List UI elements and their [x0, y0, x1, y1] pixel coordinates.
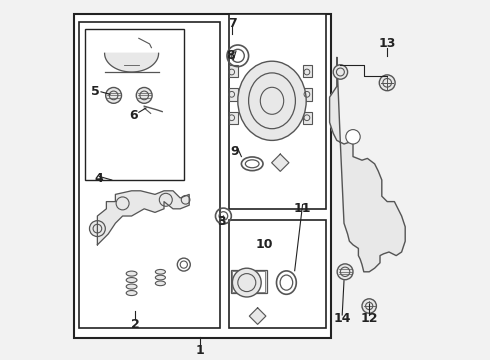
Text: 11: 11 — [294, 202, 311, 215]
Text: 3: 3 — [217, 215, 226, 228]
Circle shape — [136, 87, 152, 103]
Bar — [229, 14, 326, 209]
Circle shape — [116, 197, 129, 210]
Circle shape — [346, 130, 360, 144]
Polygon shape — [249, 308, 266, 324]
Text: 10: 10 — [256, 238, 273, 251]
Ellipse shape — [155, 275, 166, 280]
Polygon shape — [330, 58, 405, 272]
Polygon shape — [104, 53, 159, 72]
Circle shape — [232, 268, 261, 297]
Circle shape — [90, 221, 105, 237]
Polygon shape — [271, 154, 289, 171]
Bar — [303, 65, 312, 77]
Polygon shape — [98, 191, 189, 245]
Bar — [79, 22, 220, 328]
Bar — [231, 270, 267, 293]
Text: 12: 12 — [361, 312, 378, 325]
Circle shape — [333, 65, 347, 79]
Ellipse shape — [238, 61, 306, 140]
Ellipse shape — [126, 278, 137, 283]
Text: 5: 5 — [91, 85, 100, 98]
Text: 1: 1 — [196, 345, 204, 357]
Circle shape — [362, 299, 376, 313]
Circle shape — [106, 87, 122, 103]
Bar — [229, 88, 238, 101]
Ellipse shape — [155, 281, 166, 286]
Bar — [74, 14, 331, 338]
Text: 7: 7 — [228, 17, 237, 30]
Bar — [232, 271, 265, 292]
Ellipse shape — [126, 271, 137, 276]
Text: 13: 13 — [378, 37, 396, 50]
Text: 8: 8 — [226, 49, 235, 62]
Bar — [303, 88, 312, 101]
Ellipse shape — [126, 291, 137, 296]
Circle shape — [337, 264, 353, 280]
Text: 14: 14 — [334, 312, 351, 325]
Bar — [229, 220, 326, 328]
Text: 6: 6 — [129, 109, 138, 122]
Bar — [229, 65, 238, 77]
Text: 2: 2 — [131, 318, 140, 330]
Text: 4: 4 — [95, 172, 103, 185]
Bar — [85, 29, 184, 180]
Bar — [303, 112, 312, 124]
Circle shape — [379, 75, 395, 91]
Ellipse shape — [248, 73, 295, 129]
Bar — [229, 112, 238, 124]
Circle shape — [181, 195, 190, 204]
Circle shape — [159, 193, 172, 206]
Ellipse shape — [126, 284, 137, 289]
Text: 9: 9 — [230, 145, 239, 158]
Ellipse shape — [155, 269, 166, 274]
